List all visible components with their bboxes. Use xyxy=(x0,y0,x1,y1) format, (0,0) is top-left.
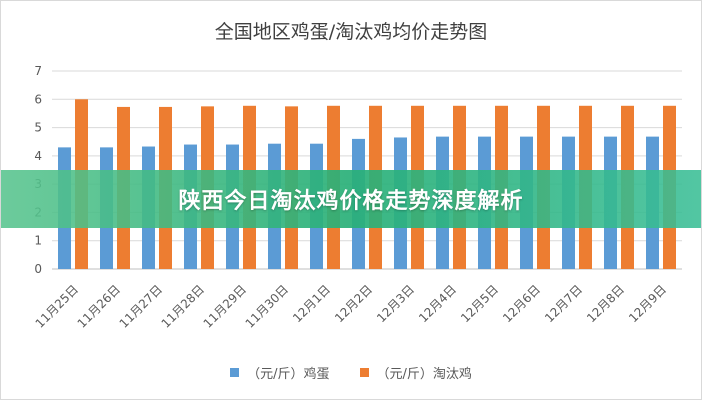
y-tick-label: 6 xyxy=(34,92,42,106)
legend-item-eggs: （元/斤）鸡蛋 xyxy=(230,363,330,382)
legend-label-eggs: （元/斤）鸡蛋 xyxy=(247,367,330,382)
x-tick-label: 12月7日 xyxy=(542,282,585,325)
x-tick-label: 12月8日 xyxy=(584,282,627,325)
x-tick-label: 11月29日 xyxy=(201,282,249,330)
y-tick-label: 1 xyxy=(34,234,42,248)
legend-label-culled-hens: （元/斤）淘汰鸡 xyxy=(376,367,472,382)
legend-item-culled-hens: （元/斤）淘汰鸡 xyxy=(359,363,472,382)
legend-swatch-culled-hens xyxy=(359,368,369,377)
headline-banner: 陕西今日淘汰鸡价格走势深度解析 xyxy=(0,170,702,228)
x-tick-label: 12月5日 xyxy=(458,282,501,325)
chart-title: 全国地区鸡蛋/淘汰鸡均价走势图 xyxy=(215,21,487,43)
x-tick-label: 11月28日 xyxy=(159,282,207,330)
x-tick-label: 11月27日 xyxy=(117,282,165,330)
x-tick-label: 12月4日 xyxy=(416,282,459,325)
y-tick-label: 5 xyxy=(34,121,42,135)
x-axis: 11月25日11月26日11月27日11月28日11月29日11月30日12月1… xyxy=(33,282,669,330)
headline-text: 陕西今日淘汰鸡价格走势深度解析 xyxy=(178,189,524,214)
x-tick-label: 11月30日 xyxy=(243,282,291,330)
y-tick-label: 7 xyxy=(34,64,42,78)
x-tick-label: 12月9日 xyxy=(626,282,669,325)
x-tick-label: 11月25日 xyxy=(33,282,81,330)
y-tick-label: 0 xyxy=(34,262,42,276)
chart-legend: （元/斤）鸡蛋 （元/斤）淘汰鸡 xyxy=(0,363,702,382)
x-tick-label: 12月3日 xyxy=(374,282,417,325)
x-tick-label: 12月6日 xyxy=(500,282,543,325)
x-tick-label: 12月2日 xyxy=(332,282,375,325)
y-tick-label: 4 xyxy=(34,149,42,163)
x-tick-label: 12月1日 xyxy=(290,282,333,325)
legend-swatch-eggs xyxy=(230,368,240,377)
x-tick-label: 11月26日 xyxy=(75,282,123,330)
